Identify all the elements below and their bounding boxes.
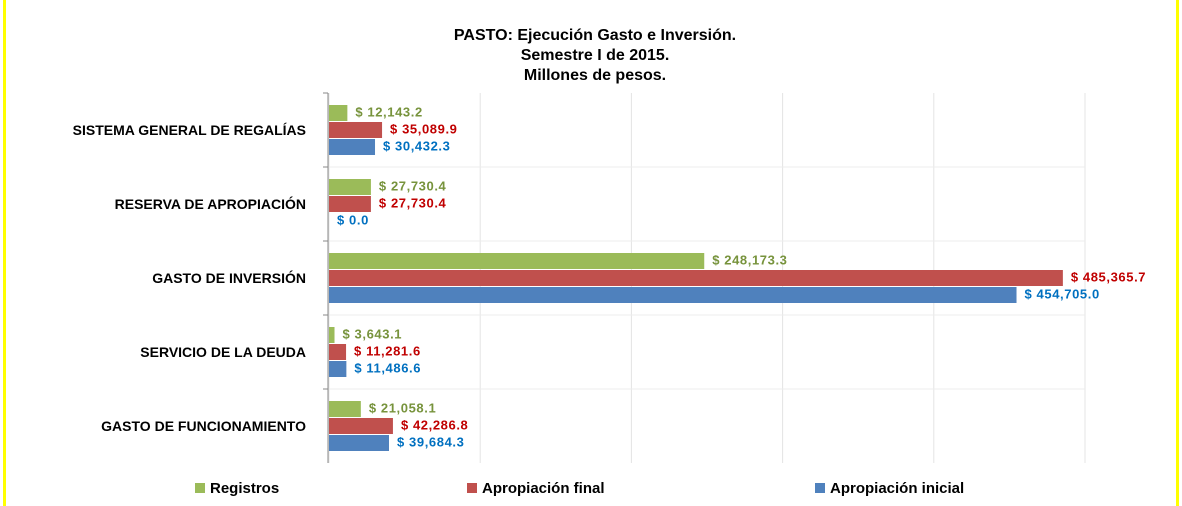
bar: [329, 327, 335, 343]
legend-label: Registros: [210, 480, 279, 497]
title-line: Semestre I de 2015.: [521, 47, 670, 64]
value-label: $ 27,730.4: [379, 178, 447, 193]
bar: [329, 122, 383, 138]
bar: [329, 270, 1063, 286]
bar: [329, 344, 347, 360]
legend-label: Apropiación final: [482, 480, 605, 497]
value-label: $ 21,058.1: [369, 400, 436, 415]
bar: [329, 253, 705, 269]
bar: [329, 401, 361, 417]
value-label: $ 39,684.3: [397, 434, 464, 449]
value-label: $ 42,286.8: [401, 417, 468, 432]
value-label: $ 12,143.2: [355, 104, 422, 119]
value-label: $ 11,486.6: [354, 360, 421, 375]
category-label: SERVICIO DE LA DEUDA: [140, 344, 306, 360]
value-label: $ 11,281.6: [354, 343, 421, 358]
bar: [329, 287, 1017, 303]
bar: [329, 179, 371, 195]
value-label: $ 454,705.0: [1025, 286, 1100, 301]
bar: [329, 105, 348, 121]
category-label: GASTO DE INVERSIÓN: [152, 270, 306, 286]
bar: [329, 435, 390, 451]
value-label: $ 0.0: [337, 212, 369, 227]
category-label: SISTEMA GENERAL DE REGALÍAS: [72, 122, 306, 138]
value-label: $ 3,643.1: [343, 326, 403, 341]
bar: [329, 139, 376, 155]
value-label: $ 30,432.3: [383, 138, 450, 153]
category-label: GASTO DE FUNCIONAMIENTO: [101, 418, 306, 434]
title-line: Millones de pesos.: [524, 67, 666, 84]
title-line: PASTO: Ejecución Gasto e Inversión.: [454, 27, 736, 44]
legend-swatch: [815, 483, 825, 493]
value-label: $ 485,365.7: [1071, 269, 1146, 284]
category-label: RESERVA DE APROPIACIÓN: [114, 196, 306, 212]
value-label: $ 35,089.9: [390, 121, 457, 136]
bar: [329, 418, 393, 434]
left-border: [3, 0, 6, 506]
value-label: $ 27,730.4: [379, 195, 447, 210]
bar: [329, 196, 371, 212]
legend-swatch: [467, 483, 477, 493]
legend-label: Apropiación inicial: [830, 480, 964, 497]
bar: [329, 361, 347, 377]
value-label: $ 248,173.3: [712, 252, 787, 267]
right-border: [1176, 0, 1179, 506]
legend-swatch: [195, 483, 205, 493]
